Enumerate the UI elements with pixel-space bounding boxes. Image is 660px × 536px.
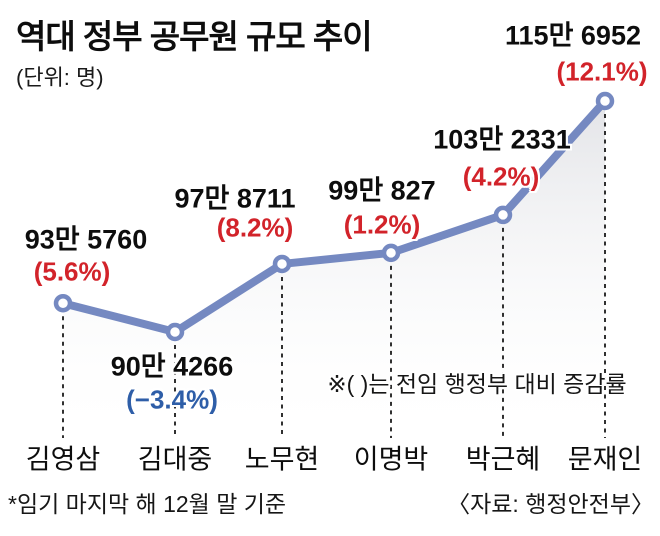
- data-point-marker: [53, 293, 73, 313]
- pct-label-moon-jae-in: (12.1%): [556, 56, 648, 87]
- value-label-kim-young-sam: 93만 5760: [24, 224, 148, 255]
- basis-note: *임기 마지막 해 12월 말 기준: [8, 491, 287, 517]
- unit-note: (단위: 명): [16, 65, 104, 90]
- axis-label-kim-young-sam: 김영삼: [25, 444, 101, 475]
- value-label-moon-jae-in: 115만 6952: [505, 20, 641, 51]
- annotation-note: ※( )는 전임 행정부 대비 증감률: [327, 371, 627, 397]
- value-label-park-geun-hye: 103만 2331: [433, 124, 571, 155]
- data-point-marker: [595, 91, 615, 111]
- value-label-roh-moo-hyun: 97만 8711: [174, 183, 296, 214]
- data-point-marker: [165, 322, 185, 342]
- value-label-lee-myung-bak: 99만 827: [328, 175, 436, 206]
- value-label-kim-dae-jung: 90만 4266: [110, 351, 234, 382]
- data-point-markers: [53, 91, 615, 342]
- axis-label-lee-myung-bak: 이명박: [353, 444, 429, 475]
- axis-label-park-geun-hye: 박근혜: [465, 444, 541, 475]
- axis-label-kim-dae-jung: 김대중: [137, 444, 213, 475]
- pct-label-kim-dae-jung: (−3.4%): [126, 384, 218, 415]
- data-point-marker: [272, 254, 292, 274]
- source-note: 〈자료: 행정안전부〉: [447, 491, 654, 517]
- axis-label-moon-jae-in: 문재인: [567, 444, 643, 475]
- data-point-marker: [493, 205, 513, 225]
- guide-lines: [62, 114, 606, 438]
- trend-line: [59, 97, 609, 336]
- pct-label-roh-moo-hyun: (8.2%): [216, 212, 294, 243]
- pct-label-lee-myung-bak: (1.2%): [343, 209, 421, 240]
- area-fill: [63, 101, 605, 446]
- pct-label-kim-young-sam: (5.6%): [33, 256, 111, 287]
- axis-label-roh-moo-hyun: 노무현: [244, 444, 320, 475]
- pct-label-park-geun-hye: (4.2%): [462, 161, 540, 192]
- data-point-marker: [381, 243, 401, 263]
- chart-title: 역대 정부 공무원 규모 추이: [16, 18, 373, 55]
